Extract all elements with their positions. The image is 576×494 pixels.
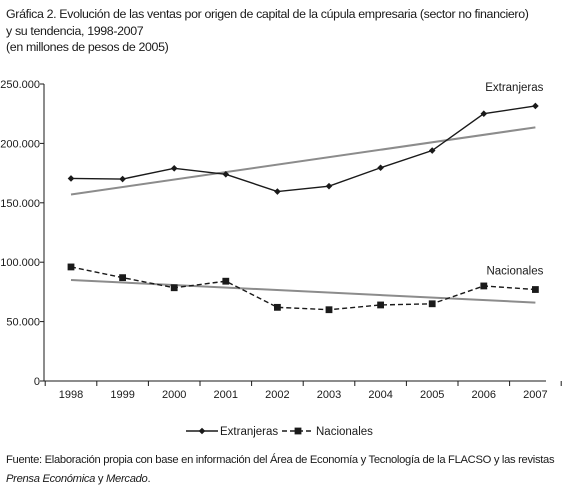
- source-suffix: .: [147, 473, 151, 485]
- source-journal-1: Prensa Económica: [6, 473, 96, 485]
- x-tick-label: 2000: [162, 389, 186, 401]
- source-connector: y: [95, 473, 107, 485]
- x-tick-label: 2003: [317, 389, 341, 401]
- data-point-nacionales: [532, 286, 539, 293]
- y-tick-label: 100.000: [0, 257, 40, 269]
- data-point-extranjeras: [222, 170, 230, 178]
- annotation-nacionales: Nacionales: [486, 266, 543, 278]
- legend-label-extranjeras: Extranjeras: [220, 426, 278, 438]
- y-tick-label: 50.000: [6, 317, 40, 329]
- data-point-nacionales: [67, 263, 75, 271]
- trendline-nacionales: [70, 279, 536, 304]
- data-point-extranjeras: [428, 147, 436, 154]
- y-tick-label: 200.000: [0, 138, 40, 150]
- data-point-nacionales: [428, 300, 436, 308]
- data-point-extranjeras: [170, 165, 178, 172]
- data-point-nacionales: [274, 303, 281, 311]
- x-tick-label: 2005: [420, 389, 444, 401]
- x-tick-label: 2004: [368, 389, 392, 401]
- data-point-nacionales: [377, 301, 384, 309]
- data-point-extranjeras: [377, 164, 384, 172]
- legend-marker-extranjeras: [198, 427, 206, 435]
- x-tick-label: 2002: [265, 389, 289, 401]
- data-point-extranjeras: [274, 188, 281, 195]
- source-journal-2: Mercado: [106, 473, 148, 485]
- chart-title: Gráfica 2. Evolución de las ventas por o…: [6, 6, 572, 56]
- data-point-extranjeras: [67, 175, 75, 182]
- data-point-extranjeras: [325, 182, 333, 190]
- series-line-nacionales: [70, 266, 536, 311]
- series-line-extranjeras: [70, 105, 536, 193]
- y-tick-label: 250.000: [0, 79, 40, 91]
- data-point-nacionales: [119, 274, 126, 282]
- y-tick-label: 150.000: [0, 198, 40, 210]
- data-point-nacionales: [222, 277, 230, 285]
- data-point-nacionales: [170, 284, 178, 292]
- legend-marker-nacionales: [294, 427, 302, 435]
- data-point-extranjeras: [480, 110, 488, 117]
- legend-label-nacionales: Nacionales: [316, 426, 373, 438]
- data-point-extranjeras: [119, 175, 126, 183]
- x-tick-label: 2007: [523, 389, 547, 401]
- x-tick-label: 1999: [110, 389, 134, 401]
- source-note: Fuente: Elaboración propia con base en i…: [6, 451, 572, 489]
- trendline-extranjeras: [70, 126, 536, 196]
- title-line-3: (en millones de pesos de 2005): [6, 40, 169, 54]
- y-tick-label: 0: [34, 376, 40, 388]
- x-tick-label: 1998: [59, 389, 83, 401]
- x-tick-label: 2001: [214, 389, 238, 401]
- data-point-extranjeras: [532, 102, 539, 110]
- x-tick-label: 2006: [472, 389, 496, 401]
- title-line-1: Gráfica 2. Evolución de las ventas por o…: [6, 7, 529, 21]
- data-point-nacionales: [480, 282, 488, 290]
- title-line-2: y su tendencia, 1998-2007: [6, 23, 144, 38]
- annotation-extranjeras: Extranjeras: [485, 82, 543, 94]
- data-point-nacionales: [325, 306, 333, 314]
- source-prefix: Fuente: Elaboración propia con base en i…: [6, 454, 555, 466]
